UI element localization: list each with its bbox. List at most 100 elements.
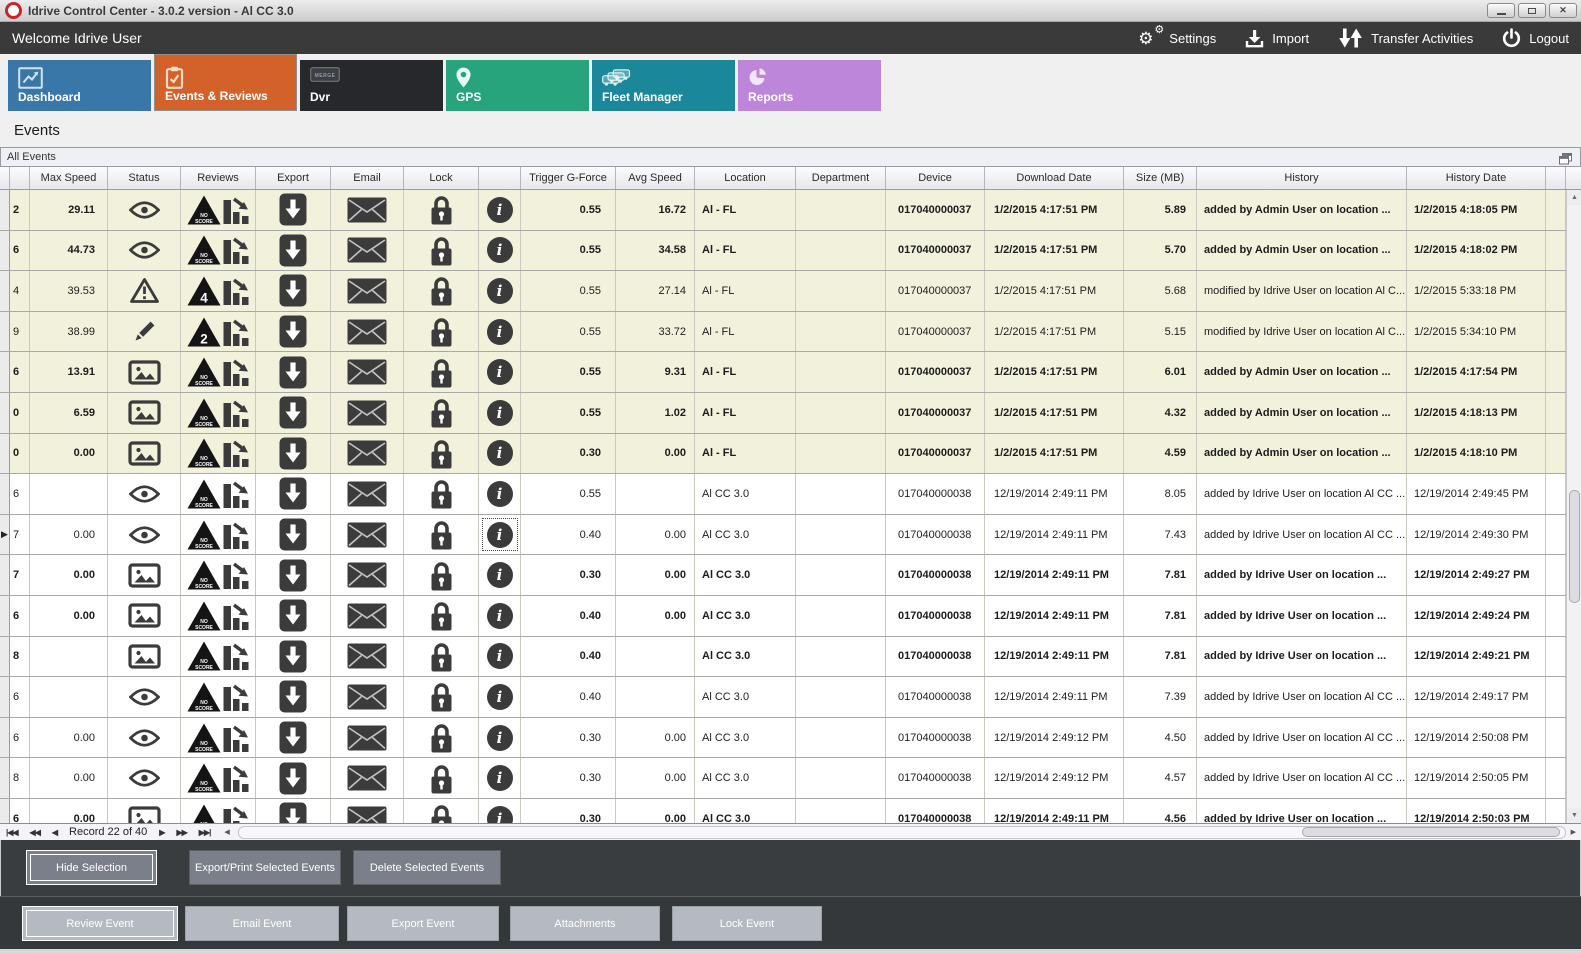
cell-export[interactable]: [256, 352, 331, 392]
nav-prev-page-button[interactable]: ◀◀: [29, 827, 41, 837]
cell-export[interactable]: [256, 758, 331, 798]
lock-icon[interactable]: [429, 316, 454, 347]
cell-export[interactable]: [256, 798, 331, 823]
lock-icon[interactable]: [429, 438, 454, 469]
export-icon[interactable]: [279, 437, 307, 470]
close-button[interactable]: ✕: [1549, 3, 1577, 18]
cell-lock[interactable]: [404, 595, 479, 636]
cell-email[interactable]: [331, 514, 404, 555]
export-icon[interactable]: [279, 356, 307, 389]
column-header-export[interactable]: Export: [256, 167, 331, 189]
cell-lock[interactable]: [404, 311, 479, 352]
column-header-reviews[interactable]: Reviews: [181, 167, 256, 189]
info-icon[interactable]: i: [486, 440, 513, 467]
hide-selection-button[interactable]: Hide Selection: [26, 850, 157, 885]
info-icon[interactable]: i: [486, 724, 513, 751]
export-icon[interactable]: [279, 680, 307, 713]
email-icon[interactable]: [347, 359, 387, 385]
tab-reports[interactable]: Reports: [738, 60, 881, 111]
cell-email[interactable]: [331, 474, 404, 514]
lock-icon[interactable]: [429, 763, 454, 794]
email-icon[interactable]: [347, 237, 387, 263]
cell-export[interactable]: [256, 636, 331, 677]
export-icon[interactable]: [279, 315, 307, 348]
lock-icon[interactable]: [429, 235, 454, 266]
column-header-department[interactable]: Department: [796, 167, 886, 189]
lock-icon[interactable]: [429, 194, 454, 225]
cell-email[interactable]: [331, 555, 404, 595]
menu-action-import[interactable]: Import: [1244, 29, 1309, 48]
email-icon[interactable]: [347, 603, 387, 629]
cell-email[interactable]: [331, 677, 404, 717]
cell-info[interactable]: i: [479, 392, 521, 433]
column-header-size[interactable]: Size (MB): [1124, 167, 1197, 189]
cell-lock[interactable]: [404, 271, 479, 311]
email-icon[interactable]: [347, 806, 387, 823]
export-icon[interactable]: [279, 396, 307, 429]
cell-info[interactable]: i: [479, 636, 521, 677]
info-icon[interactable]: i: [486, 643, 513, 670]
lock-icon[interactable]: [429, 560, 454, 591]
export-event-button[interactable]: Export Event: [347, 906, 499, 941]
export-icon[interactable]: [279, 559, 307, 592]
cell-email[interactable]: [331, 190, 404, 230]
cell-lock[interactable]: [404, 190, 479, 230]
info-icon[interactable]: i: [486, 521, 513, 548]
info-icon[interactable]: i: [486, 805, 513, 823]
menu-action-logout[interactable]: Logout: [1501, 28, 1569, 48]
lock-event-button[interactable]: Lock Event: [672, 906, 822, 941]
nav-next-button[interactable]: ▶: [159, 827, 165, 837]
menu-action-transfer[interactable]: Transfer Activities: [1337, 28, 1473, 48]
cell-info[interactable]: i: [479, 474, 521, 514]
cell-email[interactable]: [331, 271, 404, 311]
lock-icon[interactable]: [429, 397, 454, 428]
email-icon[interactable]: [347, 562, 387, 588]
email-icon[interactable]: [347, 400, 387, 426]
column-header-email[interactable]: Email: [331, 167, 404, 189]
email-icon[interactable]: [347, 481, 387, 507]
delete-selected-events-button[interactable]: Delete Selected Events: [353, 850, 501, 885]
cell-info[interactable]: i: [479, 758, 521, 798]
cell-lock[interactable]: [404, 352, 479, 392]
export-icon[interactable]: [279, 802, 307, 823]
cell-lock[interactable]: [404, 392, 479, 433]
cell-info[interactable]: i: [479, 352, 521, 392]
cell-info[interactable]: i: [479, 190, 521, 230]
column-header-trigger[interactable]: Trigger G-Force: [521, 167, 616, 189]
table-row[interactable]: 7 0.00 NO SCORE i 0.30 0.00 Al CC 3.0 0170400000…: [0, 555, 1581, 596]
lock-icon[interactable]: [429, 275, 454, 306]
table-row[interactable]: 6 0.00 NO SCORE i 0.40 0.00 Al CC 3.0 0170400000…: [0, 595, 1581, 637]
email-event-button[interactable]: Email Event: [185, 906, 339, 941]
export-icon[interactable]: [279, 640, 307, 673]
nav-first-button[interactable]: |◀◀: [6, 827, 19, 837]
cell-lock[interactable]: [404, 677, 479, 717]
tab-fleet[interactable]: Fleet Manager: [592, 60, 735, 111]
lock-icon[interactable]: [429, 357, 454, 388]
info-icon[interactable]: i: [486, 399, 513, 426]
email-icon[interactable]: [347, 440, 387, 466]
table-row[interactable]: 6 13.91 NO SCORE i 0.55 9.31 Al - FL 01704000003…: [0, 352, 1581, 393]
review-event-button[interactable]: Review Event: [22, 906, 178, 941]
export-icon[interactable]: [279, 234, 307, 267]
cell-email[interactable]: [331, 595, 404, 636]
email-icon[interactable]: [347, 197, 387, 223]
email-icon[interactable]: [347, 319, 387, 345]
cell-info[interactable]: i: [479, 798, 521, 823]
cell-email[interactable]: [331, 311, 404, 352]
cell-info[interactable]: i: [479, 271, 521, 311]
nav-last-button[interactable]: ▶▶|: [198, 827, 212, 837]
minimize-button[interactable]: [1487, 3, 1515, 18]
cell-info[interactable]: i: [479, 555, 521, 595]
nav-prev-button[interactable]: ◀: [51, 827, 58, 837]
table-row[interactable]: 9 38.99 2 i 0.55 33.72 Al - FL 017040000037 1/2/…: [0, 311, 1581, 353]
vertical-scroll-thumb[interactable]: [1568, 490, 1580, 603]
cell-info[interactable]: i: [479, 230, 521, 271]
cell-email[interactable]: [331, 352, 404, 392]
cell-export[interactable]: [256, 717, 331, 758]
email-icon[interactable]: [347, 765, 387, 791]
vertical-scrollbar[interactable]: ▲ ▼: [1566, 190, 1581, 823]
info-icon[interactable]: i: [486, 562, 513, 589]
cascade-window-icon[interactable]: [1559, 152, 1572, 170]
table-row[interactable]: ▶ 7 0.00 NO SCORE i 0.40 0.00 Al CC 3.0 017040000…: [0, 514, 1581, 556]
cell-export[interactable]: [256, 474, 331, 514]
